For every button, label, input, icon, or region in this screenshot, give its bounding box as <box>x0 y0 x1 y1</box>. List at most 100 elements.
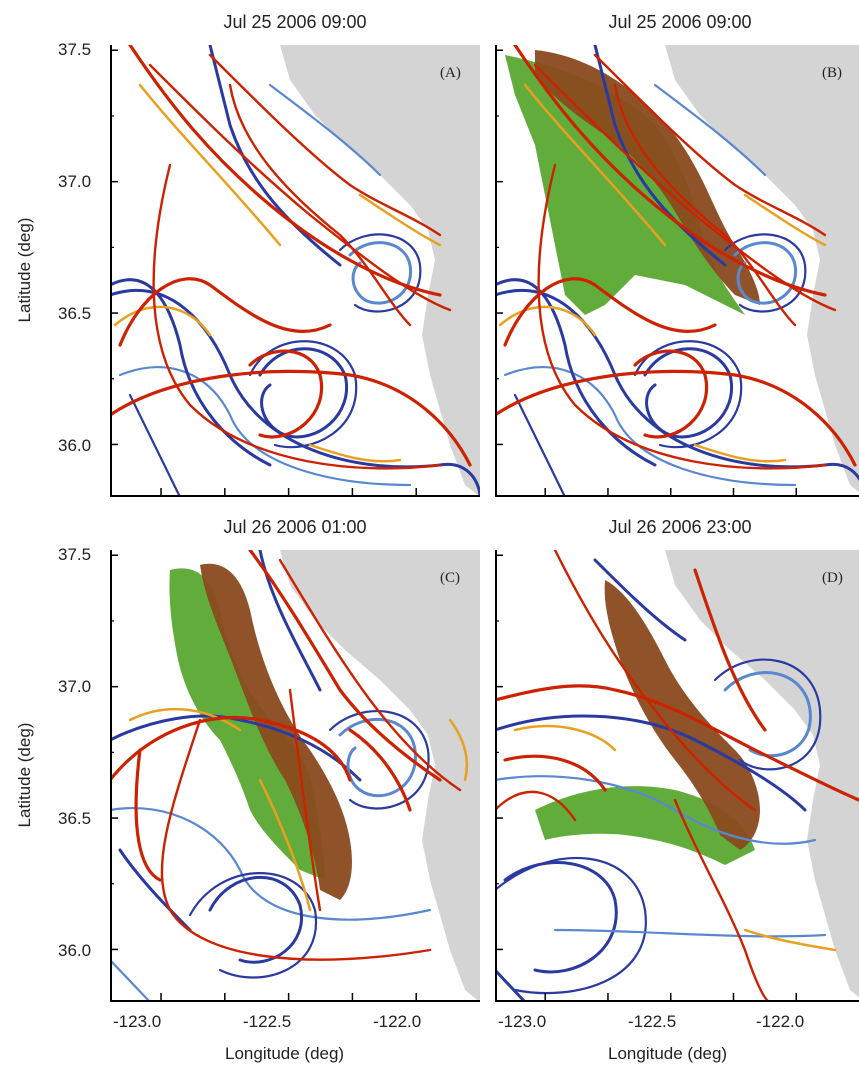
attracting-curve-light <box>258 778 312 912</box>
xtick-d-123-0: -123.0 <box>498 1012 547 1031</box>
repelling-curve <box>723 233 807 313</box>
ylabel-bottom: Latitude (deg) <box>15 722 34 828</box>
xtick-c-122-0: -122.0 <box>373 1012 422 1031</box>
green-region <box>169 568 325 880</box>
repelling-curve <box>593 558 687 642</box>
repelling-curve <box>495 714 807 812</box>
attracting-curve <box>152 163 442 470</box>
attracting-curve <box>348 728 412 812</box>
attracting-curve <box>110 715 352 782</box>
attracting-curve <box>228 83 412 327</box>
repelling-curve <box>513 393 567 497</box>
attracting-curve-light <box>308 443 402 463</box>
xlabel-right: Longitude (deg) <box>608 1044 728 1063</box>
repelling-curve <box>128 393 182 497</box>
panel-d-title: Jul 26 2006 23:00 <box>608 517 752 537</box>
attracting-curve <box>553 550 757 812</box>
attracting-curve <box>128 45 442 297</box>
land-region <box>280 550 480 1002</box>
attracting-curve-light <box>128 707 242 732</box>
ytick-c-37-0: 37.0 <box>58 677 92 696</box>
repelling-curve <box>110 278 272 467</box>
repelling-curve <box>248 340 358 449</box>
green-region <box>535 786 755 865</box>
attracting-curve <box>248 349 324 439</box>
repelling-curve <box>553 928 827 938</box>
panel-a-plot <box>110 45 480 497</box>
panel-c-label: (C) <box>440 570 460 586</box>
attracting-curve <box>613 83 797 327</box>
attracting-curve <box>673 798 772 1002</box>
repelling-curve <box>208 876 304 964</box>
attracting-curve <box>495 684 859 802</box>
attracting-curve <box>503 754 607 792</box>
repelling-curve <box>643 347 733 439</box>
ytick-a-36-0: 36.0 <box>58 436 92 455</box>
land-region <box>280 45 480 497</box>
brown-region <box>200 563 352 900</box>
panel-a-label: (A) <box>440 65 461 81</box>
ytick-a-37-0: 37.0 <box>58 172 92 191</box>
attracting-curve-light <box>358 193 442 247</box>
repelling-curve <box>633 340 743 449</box>
attracting-curve-light <box>523 83 667 247</box>
attracting-curve-light <box>448 718 469 782</box>
ytick-c-36-5: 36.5 <box>58 809 92 828</box>
xlabel-left: Longitude (deg) <box>225 1044 345 1063</box>
repelling-curve <box>713 658 822 771</box>
attracting-curve-light <box>513 724 617 752</box>
land-region <box>665 45 859 493</box>
repelling-curve <box>653 83 767 177</box>
land-region <box>665 550 859 998</box>
xtick-d-122-0: -122.0 <box>756 1012 805 1031</box>
ylabel-top: Latitude (deg) <box>15 217 34 323</box>
attracting-curve <box>134 748 162 882</box>
green-region <box>505 55 745 315</box>
attracting-curve <box>633 349 709 439</box>
ytick-a-36-5: 36.5 <box>58 304 92 323</box>
xtick-c-123-0: -123.0 <box>113 1012 162 1031</box>
ytick-a-37-5: 37.5 <box>58 40 92 59</box>
attracting-curve <box>503 277 717 347</box>
attracting-curve-light <box>693 443 787 463</box>
attracting-curve <box>495 369 857 467</box>
repelling-curve <box>593 45 727 267</box>
attracting-curve <box>513 45 827 297</box>
attracting-curve <box>495 790 577 822</box>
attracting-curve <box>110 369 472 467</box>
panel-b-title: Jul 25 2006 09:00 <box>608 12 752 32</box>
repelling-curve <box>118 848 192 932</box>
attracting-curve <box>248 550 442 782</box>
repelling-curve <box>495 857 647 995</box>
repelling-curve <box>268 83 382 177</box>
attracting-curve <box>118 277 332 347</box>
panel-d-label: (D) <box>822 570 843 586</box>
repelling-curve <box>723 671 812 758</box>
panel-c-title: Jul 26 2006 01:00 <box>223 517 367 537</box>
attracting-curve <box>593 53 827 237</box>
attracting-curve <box>537 163 827 470</box>
repelling-curve <box>495 278 657 467</box>
attracting-curve <box>533 63 837 312</box>
panel-d-plot <box>495 550 859 1002</box>
repelling-curve <box>110 958 152 1002</box>
attracting-curve-light <box>113 305 212 337</box>
repelling-curve <box>348 241 412 305</box>
ytick-c-37-5: 37.5 <box>58 545 92 564</box>
attracting-curve <box>278 558 462 792</box>
repelling-curve <box>338 233 422 313</box>
panel-c-plot <box>110 550 480 1002</box>
attracting-curve <box>208 53 442 237</box>
repelling-curve <box>495 968 527 1002</box>
attracting-curve <box>148 63 452 312</box>
repelling-curve <box>188 872 318 979</box>
attracting-curve <box>693 568 767 732</box>
attracting-curve <box>288 688 322 912</box>
repelling-curve <box>208 45 342 267</box>
repelling-curve <box>110 714 362 782</box>
ytick-c-36-0: 36.0 <box>58 941 92 960</box>
xtick-c-122-5: -122.5 <box>243 1012 292 1031</box>
repelling-curve <box>503 861 618 974</box>
panel-b-label: (B) <box>822 65 842 81</box>
xtick-d-122-5: -122.5 <box>628 1012 677 1031</box>
